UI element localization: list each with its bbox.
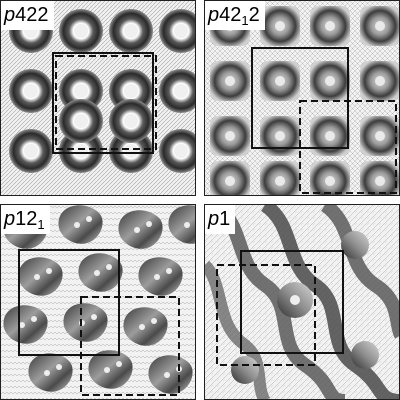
panel-p422: p422 xyxy=(0,0,196,196)
unit-cell-solid xyxy=(52,52,154,154)
unit-cell-dashed xyxy=(80,296,180,396)
density-map-p121 xyxy=(1,205,195,399)
density-map-p1 xyxy=(205,205,399,399)
unit-cell-solid xyxy=(18,249,120,356)
unit-cell-solid xyxy=(240,250,344,354)
unit-cell-solid xyxy=(251,47,349,149)
unit-cell-dashed xyxy=(216,264,316,366)
density-map-p4212 xyxy=(205,1,399,195)
panel-p4212: p4212 xyxy=(204,0,400,196)
panel-label-p121: p121 xyxy=(1,205,50,234)
panel-p121: p121 xyxy=(0,204,196,400)
unit-cell-dashed xyxy=(55,55,157,150)
panel-p1: p1 xyxy=(204,204,400,400)
panel-label-p4212: p4212 xyxy=(205,1,265,30)
unit-cell-dashed xyxy=(299,100,397,194)
panel-label-p1: p1 xyxy=(205,205,236,234)
panel-label-p422: p422 xyxy=(1,1,54,30)
density-map-p422 xyxy=(1,1,195,195)
